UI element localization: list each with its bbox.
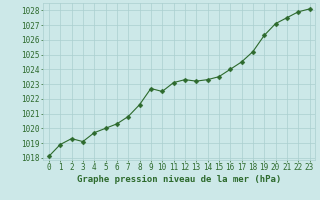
X-axis label: Graphe pression niveau de la mer (hPa): Graphe pression niveau de la mer (hPa) xyxy=(77,175,281,184)
